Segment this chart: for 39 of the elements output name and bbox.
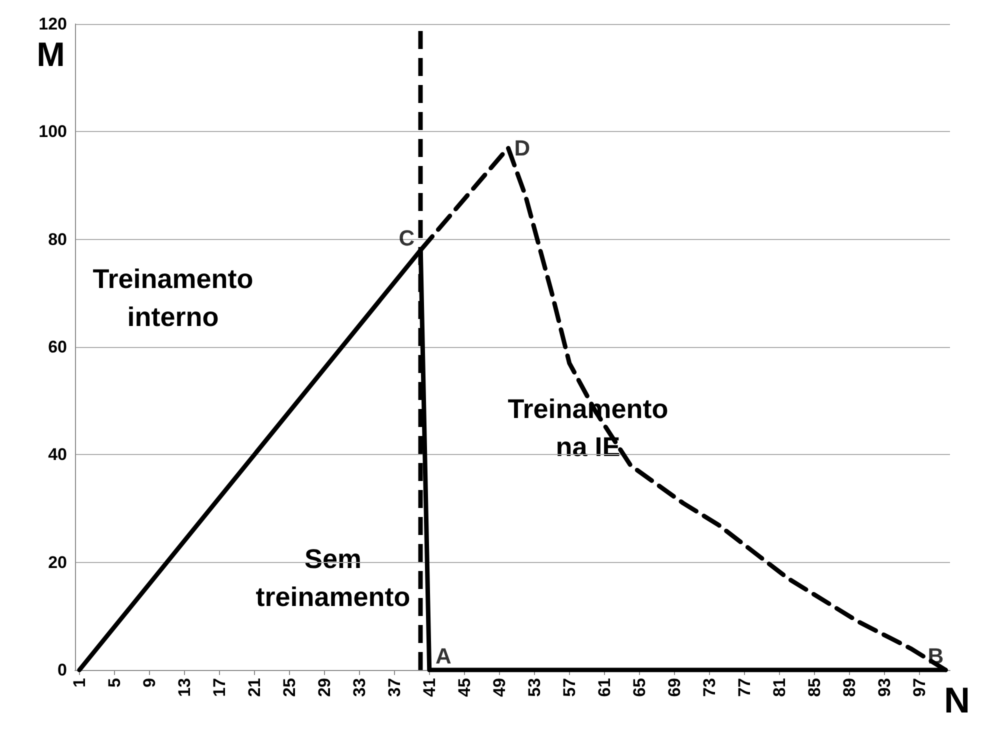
x-tick-label: 53 [524,678,544,697]
x-tick-label: 57 [560,678,579,697]
y-tick-label: 0 [58,660,67,680]
x-tick-label: 45 [454,678,474,697]
x-tick-label: 69 [664,678,684,697]
y-tick-label: 80 [48,230,67,249]
y-tick-label: 20 [48,552,67,572]
y-axis-title: M [36,36,65,74]
x-tick-label: 61 [594,678,614,697]
x-tick-label: 49 [490,678,509,697]
y-tick-label: 40 [48,445,67,464]
x-tick-label: 13 [174,678,194,697]
x-tick-label: 89 [840,678,859,697]
x-tick-label: 37 [384,678,404,697]
x-tick-label: 17 [210,678,229,697]
x-tick-label: 77 [734,678,754,697]
x-tick-label: 25 [280,678,299,697]
x-tick-label: 85 [804,678,824,697]
annotation: D [514,135,530,160]
y-tick-label: 120 [38,14,67,34]
annotation: A [435,644,452,668]
annotation: Sem treinamento [256,544,410,612]
x-tick-label: 21 [244,678,264,697]
x-tick-label: 1 [70,678,89,688]
x-tick-label: 41 [420,678,439,697]
annotation: Treinamento interno [92,264,254,332]
x-axis-title: N [944,680,970,720]
annotation: C [398,226,415,251]
x-tick-label: 5 [104,678,124,688]
x-tick-label: 81 [770,678,789,697]
y-tick-label: 100 [38,122,67,142]
y-tick-label: 60 [48,338,67,356]
x-tick-label: 33 [350,678,369,697]
x-tick-label: 97 [910,678,929,697]
x-tick-label: 29 [314,678,334,697]
x-tick-label: 73 [700,678,719,697]
x-tick-label: 65 [630,678,649,697]
x-tick-label: 93 [874,678,894,697]
x-tick-label: 9 [140,678,159,688]
